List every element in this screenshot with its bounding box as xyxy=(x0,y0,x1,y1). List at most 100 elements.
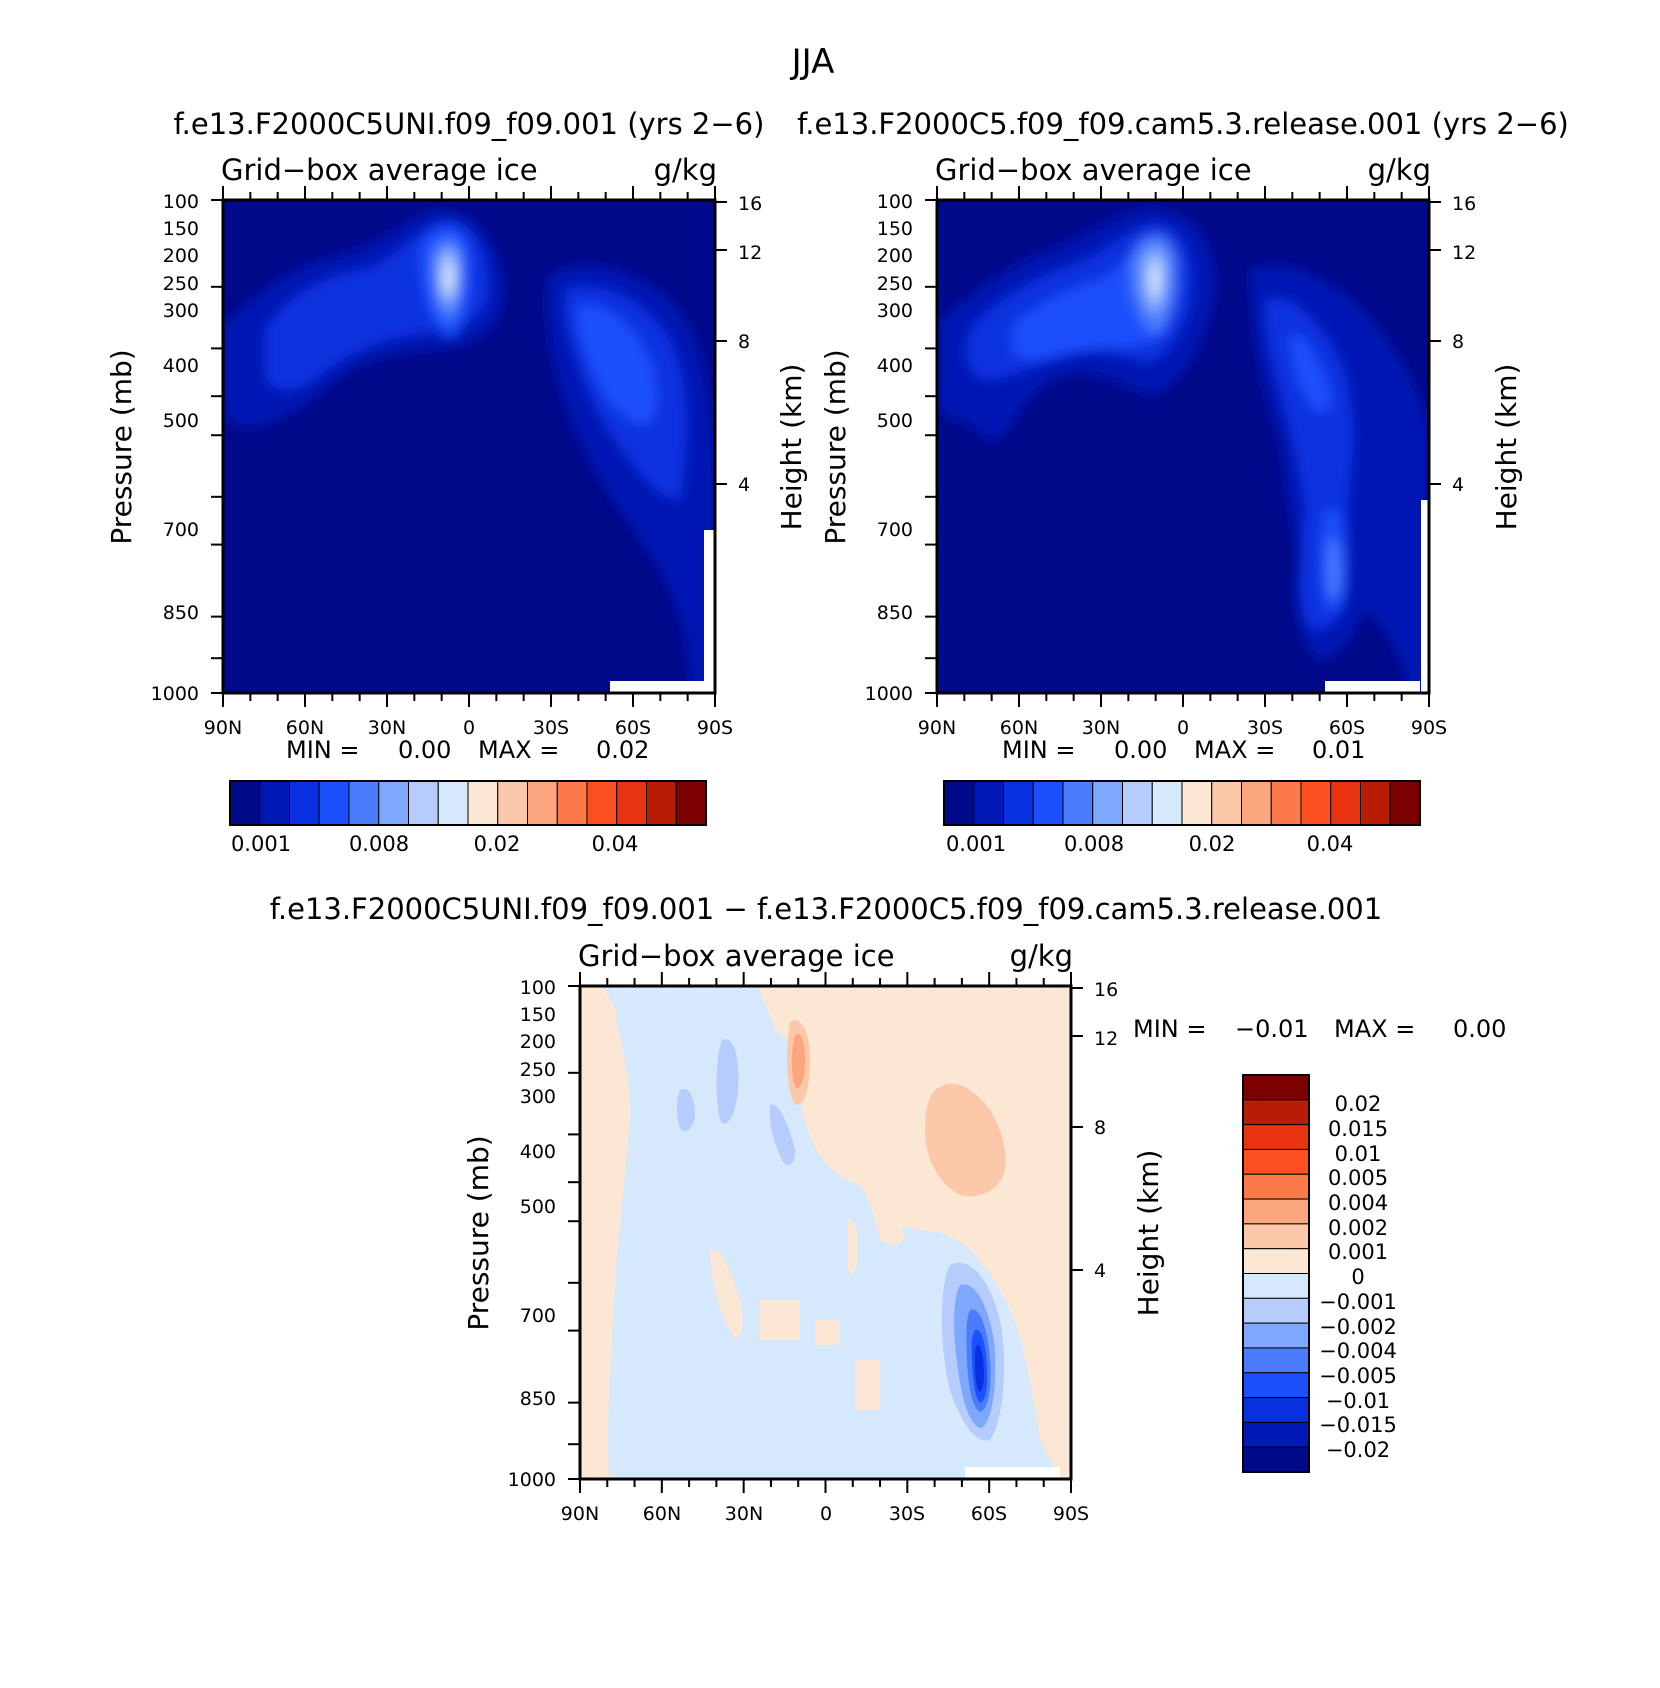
panel-a-min-label: MIN = xyxy=(286,736,359,764)
colorbar-swatch xyxy=(1003,780,1034,826)
colorbar-swatch xyxy=(556,780,588,826)
colorbar-swatch xyxy=(437,780,469,826)
panel-a-y-axis-label: Pressure (mb) xyxy=(105,349,138,544)
colorbar-swatch xyxy=(1242,1198,1310,1225)
colorbar-swatch xyxy=(1242,1297,1310,1324)
y-tick-label: 100 xyxy=(163,191,199,213)
panel-a-y2-tick-labels: 16 12 8 4 xyxy=(738,193,762,496)
y2-tick-label: 8 xyxy=(1094,1117,1106,1139)
panel-c-contours xyxy=(600,986,1060,1479)
y-tick-label: 300 xyxy=(520,1086,556,1108)
y2-tick-label: 4 xyxy=(1094,1260,1106,1282)
panel-b-min-label: MIN = xyxy=(1002,736,1075,764)
y2-tick-label: 12 xyxy=(1094,1028,1118,1050)
x-tick-label: 90S xyxy=(1411,717,1447,739)
colorbar-swatch xyxy=(1330,780,1361,826)
panel-c-x-tick-labels: 90N 60N 30N 0 30S 60S 90S xyxy=(561,1503,1089,1525)
panel-c-plot-area xyxy=(580,986,1071,1479)
panel-a-max-value: 0.02 xyxy=(596,736,649,764)
colorbar-swatch xyxy=(616,780,647,826)
colorbar-swatch xyxy=(1151,780,1183,826)
panel-c-fill-pos-strip1 xyxy=(710,1249,743,1339)
panel-c-title: f.e13.F2000C5UNI.f09_f09.001 − f.e13.F20… xyxy=(270,892,1382,926)
panel-a-missing-region xyxy=(610,681,705,693)
y2-tick-label: 16 xyxy=(1094,979,1118,1001)
y-tick-label: 250 xyxy=(163,273,199,295)
colorbar-swatch xyxy=(646,780,677,826)
colorbar-swatch xyxy=(973,780,1004,826)
panel-b-fill-sh3 xyxy=(1290,334,1331,412)
y-tick-label: 400 xyxy=(877,355,913,377)
panel-b-missing-strip xyxy=(1421,500,1429,693)
y-tick-label: 150 xyxy=(163,218,199,240)
colorbar-swatch xyxy=(259,780,290,826)
panel-b-colorbar xyxy=(943,780,1421,826)
colorbar-swatch xyxy=(1242,1124,1310,1150)
colorbar-label: 0.02 xyxy=(1335,1092,1382,1116)
x-tick-label: 90N xyxy=(204,717,242,739)
panel-a-title: f.e13.F2000C5UNI.f09_f09.001 (yrs 2−6) xyxy=(174,107,765,141)
colorbar-swatch xyxy=(289,780,320,826)
x-tick-label: 60N xyxy=(643,1503,681,1525)
colorbar-label: 0.02 xyxy=(1189,832,1236,856)
panel-a-units: g/kg xyxy=(654,153,717,187)
panel-b-contours xyxy=(937,208,1429,690)
panel-a-ticks xyxy=(211,186,727,707)
colorbar-swatch xyxy=(1242,1397,1310,1423)
panel-c-fill-pos-strip4 xyxy=(855,1360,880,1410)
panel-b-x-tick-labels: 90N 60N 30N 0 30S 60S 90S xyxy=(918,717,1447,739)
colorbar-swatch xyxy=(1181,780,1213,826)
panel-a-contours xyxy=(223,209,715,690)
panel-b-plot-area xyxy=(937,200,1429,693)
panel-c-min-label: MIN = xyxy=(1133,1015,1206,1043)
colorbar-label: 0.002 xyxy=(1328,1216,1388,1240)
panel-a-x-tick-labels: 90N 60N 30N 0 30S 60S 90S xyxy=(204,717,733,739)
colorbar-label: −0.01 xyxy=(1326,1389,1390,1413)
x-tick-label: 30N xyxy=(725,1503,763,1525)
panel-a-fill-core5 xyxy=(444,266,454,291)
y-tick-label: 500 xyxy=(877,410,913,432)
colorbar-swatch xyxy=(497,780,528,826)
x-tick-label: 60N xyxy=(1000,717,1038,739)
panel-b-units: g/kg xyxy=(1368,153,1431,187)
panel-b-stats: MIN = 0.00 MAX = 0.01 xyxy=(1002,736,1365,764)
colorbar-swatch xyxy=(1242,1148,1310,1175)
y-tick-label: 400 xyxy=(520,1141,556,1163)
panel-c-fill-pos-strip3 xyxy=(815,1320,840,1345)
colorbar-swatch xyxy=(1360,780,1391,826)
colorbar-swatch xyxy=(1242,1223,1310,1250)
panel-c: f.e13.F2000C5UNI.f09_f09.001 − f.e13.F20… xyxy=(270,892,1507,1525)
x-tick-label: 30S xyxy=(533,717,569,739)
y-tick-label: 200 xyxy=(163,245,199,267)
panel-a-missing-strip xyxy=(704,530,715,693)
colorbar-label: 0.015 xyxy=(1328,1117,1388,1141)
x-tick-label: 30S xyxy=(889,1503,925,1525)
panel-c-fill-pos-core2 xyxy=(791,1033,805,1089)
y2-tick-label: 12 xyxy=(738,242,762,264)
panel-c-fill-neg-sh5 xyxy=(975,1344,984,1392)
panel-a-colorbar-labels: 0.001 0.008 0.02 0.04 xyxy=(231,832,638,856)
panel-c-y2-tick-labels: 16 12 8 4 xyxy=(1094,979,1118,1282)
colorbar-label: 0.04 xyxy=(1307,832,1354,856)
colorbar-swatch xyxy=(1032,780,1064,826)
colorbar-swatch xyxy=(1092,780,1123,826)
panel-c-ticks xyxy=(568,972,1083,1493)
colorbar-label: 0.01 xyxy=(1335,1142,1382,1166)
y-tick-label: 700 xyxy=(877,519,913,541)
colorbar-swatch xyxy=(1242,1347,1310,1374)
y2-tick-label: 8 xyxy=(1452,331,1464,353)
panel-c-units: g/kg xyxy=(1010,939,1073,973)
y-tick-label: 1000 xyxy=(865,683,913,705)
y-tick-label: 300 xyxy=(163,300,199,322)
panel-c-missing-region xyxy=(965,1467,1060,1479)
colorbar-label: 0.001 xyxy=(946,832,1006,856)
y-tick-label: 400 xyxy=(163,355,199,377)
colorbar-swatch xyxy=(318,780,350,826)
panel-a-plot-area xyxy=(223,200,715,693)
colorbar-swatch xyxy=(1242,1421,1310,1448)
x-tick-label: 60S xyxy=(1329,717,1365,739)
y2-tick-label: 12 xyxy=(1452,242,1476,264)
panel-b-colorbar-labels: 0.001 0.008 0.02 0.04 xyxy=(946,832,1353,856)
y-tick-label: 100 xyxy=(877,191,913,213)
colorbar-swatch xyxy=(348,780,380,826)
